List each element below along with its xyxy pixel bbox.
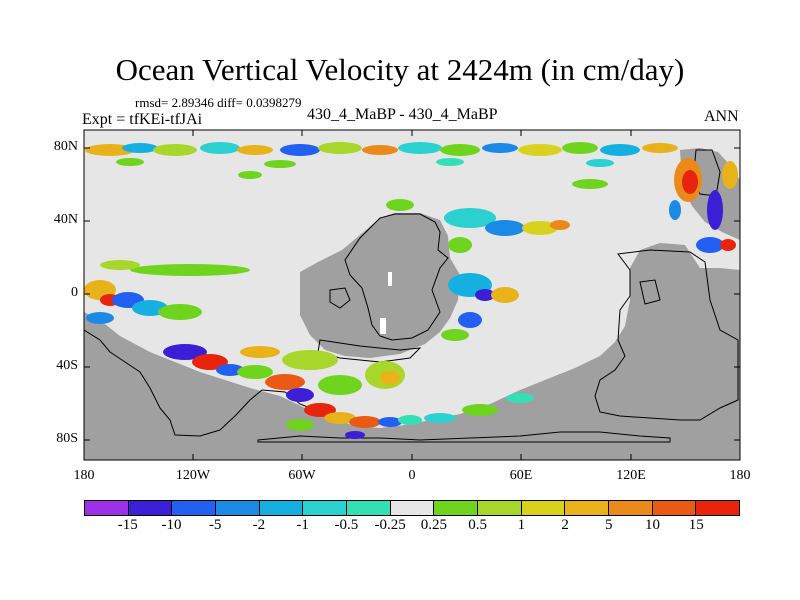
lon-label-60w: 60W xyxy=(288,468,316,483)
colorbar-segment xyxy=(303,501,348,515)
colorbar-label: 10 xyxy=(645,517,661,533)
lat-label-40s: 40S xyxy=(56,358,78,373)
lat-label-0: 0 xyxy=(71,285,78,300)
plot-title: Ocean Vertical Velocity at 2424m (in cm/… xyxy=(115,52,685,87)
masked-cell xyxy=(380,318,386,334)
colorbar-segment xyxy=(521,501,566,515)
colorbar-label: -0.25 xyxy=(374,517,406,533)
lon-label-180w: 180 xyxy=(73,468,95,483)
colorbar-label: -5 xyxy=(208,517,222,533)
colorbar-label: 15 xyxy=(688,517,704,533)
colorbar-segment xyxy=(216,501,260,515)
lon-label-120w: 120W xyxy=(175,468,211,483)
colorbar-segment xyxy=(652,501,697,515)
colorbar xyxy=(84,500,740,516)
colorbar-label: -15 xyxy=(117,517,138,533)
colorbar-segment xyxy=(390,501,435,515)
colorbar-segment xyxy=(609,501,653,515)
colorbar-label: 0.25 xyxy=(420,517,447,533)
colorbar-segment xyxy=(85,501,129,515)
colorbar-segment xyxy=(434,501,479,515)
land-central xyxy=(300,213,460,358)
colorbar-label: 2 xyxy=(561,517,569,533)
velocity-patches xyxy=(84,142,738,439)
colorbar-segment xyxy=(696,501,740,515)
colorbar-label: -0.5 xyxy=(334,517,359,533)
colorbar-label: -2 xyxy=(252,517,266,533)
experiment-label: Expt = tfKEi-tfJAi xyxy=(82,111,203,128)
masked-cell xyxy=(388,272,392,286)
colorbar-label: 5 xyxy=(605,517,613,533)
land-south xyxy=(84,243,740,460)
map-field xyxy=(84,130,740,460)
stats-label: rmsd= 2.89346 diff= 0.0398279 xyxy=(135,95,302,110)
colorbar-label: 0.5 xyxy=(468,517,487,533)
colorbar-segment xyxy=(478,501,522,515)
colorbar-segment xyxy=(172,501,217,515)
colorbar-label: 1 xyxy=(517,517,526,533)
colorbar-segment xyxy=(128,501,173,515)
lon-label-180e: 180 xyxy=(729,468,751,483)
colorbar-label: -1 xyxy=(296,517,309,533)
tick-marks xyxy=(84,130,740,460)
lat-label-80n: 80N xyxy=(53,139,78,154)
lon-label-60e: 60E xyxy=(509,468,533,483)
comparison-label: 430_4_MaBP - 430_4_MaBP xyxy=(307,106,498,123)
colorbar-segment xyxy=(259,501,304,515)
colorbar-segment xyxy=(565,501,610,515)
lat-label-80s: 80S xyxy=(56,431,78,446)
season-label: ANN xyxy=(704,108,739,125)
lon-label-120e: 120E xyxy=(616,468,646,483)
lat-label-40n: 40N xyxy=(53,212,78,227)
colorbar-label: -10 xyxy=(161,517,182,533)
colorbar-segment xyxy=(347,501,391,515)
lon-label-0: 0 xyxy=(408,468,416,483)
